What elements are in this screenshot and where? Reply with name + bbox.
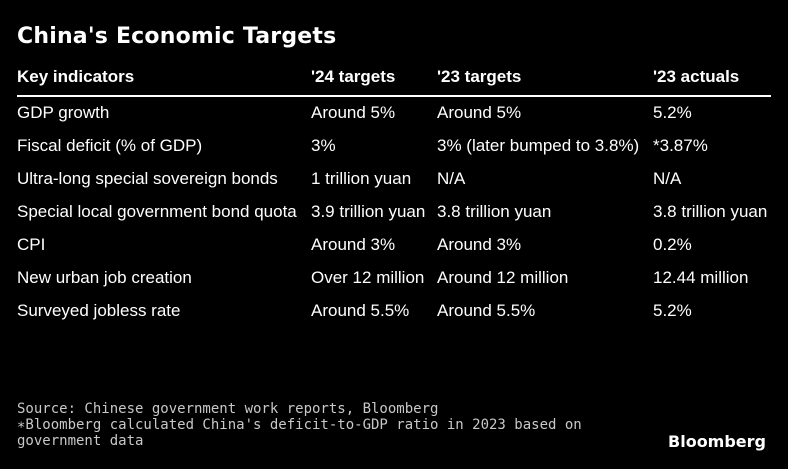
chart-title: China's Economic Targets [17,24,337,49]
source-note: Source: Chinese government work reports,… [17,401,439,417]
actual-23-cell: N/A [653,169,682,188]
target-24-cell: Over 12 million [311,268,425,287]
footnotes: Source: Chinese government work reports,… [17,401,657,449]
column-header-indicators: Key indicators [17,62,311,97]
indicator-cell: Surveyed jobless rate [17,301,181,320]
target-23-cell: N/A [437,169,466,188]
target-24-cell: Around 5% [311,103,396,122]
column-header-23-actuals: '23 actuals [653,62,771,97]
actual-23-cell: *3.87% [653,136,708,155]
table-row: Special local government bond quota 3.9 … [17,196,771,229]
table-body: GDP growth Around 5% Around 5% 5.2% Fisc… [17,96,771,328]
table-row: Ultra-long special sovereign bonds 1 tri… [17,163,771,196]
actual-23-cell: 3.8 trillion yuan [653,202,768,221]
indicator-cell: Special local government bond quota [17,202,297,221]
target-23-cell: Around 12 million [437,268,569,287]
table-row: GDP growth Around 5% Around 5% 5.2% [17,96,771,130]
indicator-cell: Fiscal deficit (% of GDP) [17,136,203,155]
header-row: Key indicators '24 targets '23 targets '… [17,62,771,97]
table-row: New urban job creation Over 12 million A… [17,262,771,295]
target-24-cell: 3% [311,136,336,155]
actual-23-cell: 0.2% [653,235,692,254]
target-23-cell: 3% (later bumped to 3.8%) [437,136,640,155]
target-24-cell: 1 trillion yuan [311,169,412,188]
indicator-cell: New urban job creation [17,268,192,287]
column-header-23-targets: '23 targets [437,62,653,97]
target-24-cell: 3.9 trillion yuan [311,202,426,221]
actual-23-cell: 12.44 million [653,268,749,287]
table-row: CPI Around 3% Around 3% 0.2% [17,229,771,262]
deficit-footnote: ∗Bloomberg calculated China's deficit-to… [17,417,582,449]
table-row: Surveyed jobless rate Around 5.5% Around… [17,295,771,328]
indicator-cell: CPI [17,235,46,254]
actual-23-cell: 5.2% [653,103,692,122]
indicator-cell: GDP growth [17,103,110,122]
target-23-cell: 3.8 trillion yuan [437,202,552,221]
bloomberg-logo: Bloomberg [668,432,766,451]
targets-table: Key indicators '24 targets '23 targets '… [17,62,771,328]
target-23-cell: Around 5% [437,103,522,122]
actual-23-cell: 5.2% [653,301,692,320]
target-23-cell: Around 3% [437,235,522,254]
target-24-cell: Around 3% [311,235,396,254]
target-23-cell: Around 5.5% [437,301,536,320]
indicator-cell: Ultra-long special sovereign bonds [17,169,278,188]
table-row: Fiscal deficit (% of GDP) 3% 3% (later b… [17,130,771,163]
column-header-24-targets: '24 targets [311,62,437,97]
target-24-cell: Around 5.5% [311,301,410,320]
